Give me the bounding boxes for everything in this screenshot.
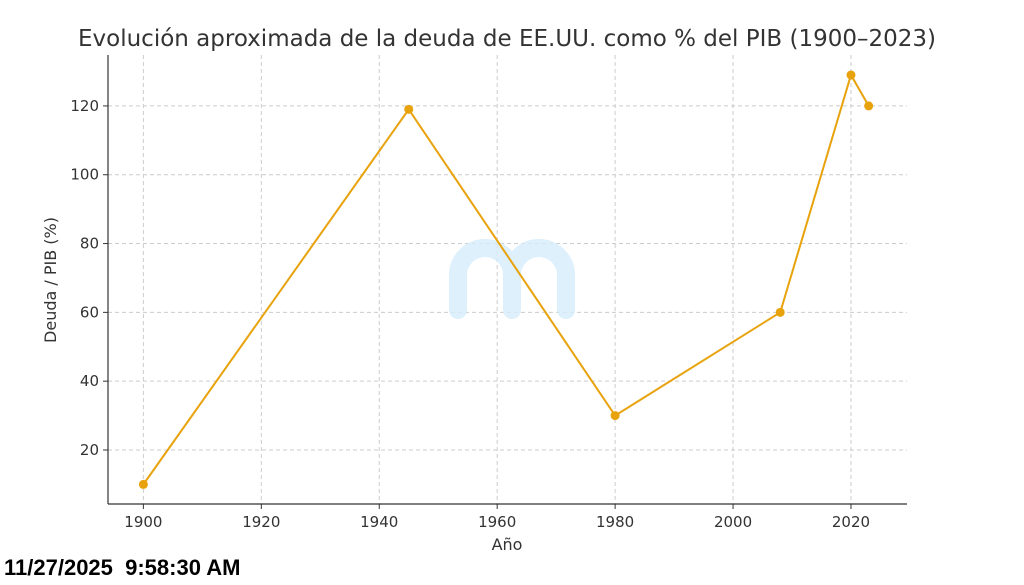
y-tick-label: 120 bbox=[70, 97, 99, 115]
x-axis-label: Año bbox=[492, 535, 523, 554]
chart-title: Evolución aproximada de la deuda de EE.U… bbox=[78, 26, 936, 52]
timestamp: 11/27/2025 9:58:30 AM bbox=[4, 555, 241, 580]
y-tick-label: 80 bbox=[80, 235, 99, 253]
y-tick-label: 60 bbox=[80, 303, 99, 321]
watermark-m-icon bbox=[449, 239, 575, 319]
series-line bbox=[142, 72, 870, 485]
x-tick-label: 1940 bbox=[360, 513, 398, 531]
y-tick-label: 20 bbox=[80, 441, 99, 459]
x-tick-label: 2020 bbox=[832, 513, 870, 531]
axes: 1900 1920 1940 1960 1980 2000 2020204060801001… bbox=[70, 55, 907, 531]
y-axis-label: Deuda / PIB (%) bbox=[41, 217, 60, 343]
x-tick-label: 1960 bbox=[478, 513, 516, 531]
x-tick-label: 1900 bbox=[124, 513, 162, 531]
x-tick-label: 1920 bbox=[242, 513, 280, 531]
x-tick-label: 1980 bbox=[596, 513, 634, 531]
data-point bbox=[138, 479, 148, 489]
grid bbox=[108, 55, 907, 504]
data-point bbox=[864, 101, 874, 111]
data-point bbox=[775, 307, 785, 317]
data-point bbox=[404, 104, 414, 114]
data-point bbox=[610, 411, 620, 421]
watermark-logo bbox=[449, 239, 575, 319]
y-tick-label: 40 bbox=[80, 372, 99, 390]
series bbox=[138, 70, 874, 489]
x-tick-label: 2000 bbox=[714, 513, 752, 531]
data-point bbox=[846, 70, 856, 80]
y-tick-label: 100 bbox=[70, 166, 99, 184]
